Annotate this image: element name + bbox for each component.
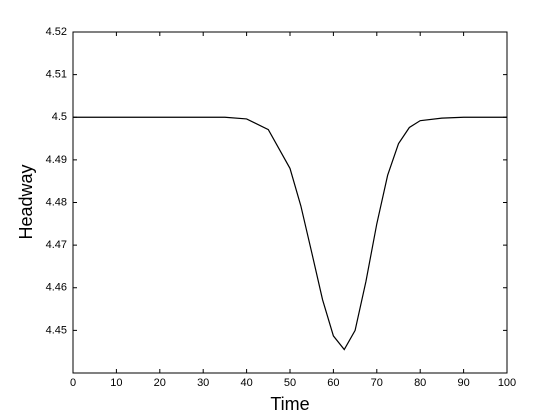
x-tick-label: 50 (284, 377, 296, 389)
x-tick-label: 70 (371, 377, 383, 389)
y-tick-label: 4.45 (46, 324, 67, 336)
y-tick-label: 4.51 (46, 69, 67, 81)
y-axis-title: Headway (16, 164, 36, 239)
x-tick-label: 80 (414, 377, 426, 389)
y-tick-label: 4.47 (46, 239, 67, 251)
y-tick-label: 4.49 (46, 154, 67, 166)
y-tick-label: 4.5 (52, 111, 67, 123)
x-tick-label: 40 (240, 377, 252, 389)
x-tick-label: 100 (498, 377, 516, 389)
x-tick-label: 20 (154, 377, 166, 389)
x-tick-label: 10 (110, 377, 122, 389)
x-axis-title: Time (270, 394, 309, 414)
x-tick-label: 60 (327, 377, 339, 389)
plot-area (72, 31, 508, 374)
y-tick-label: 4.46 (46, 282, 67, 294)
x-tick-label: 0 (70, 377, 76, 389)
line (73, 116, 507, 351)
y-tick-label: 4.52 (46, 26, 67, 38)
x-tick-label: 30 (197, 377, 209, 389)
x-tick-label: 90 (457, 377, 469, 389)
y-tick-label: 4.48 (46, 196, 67, 208)
